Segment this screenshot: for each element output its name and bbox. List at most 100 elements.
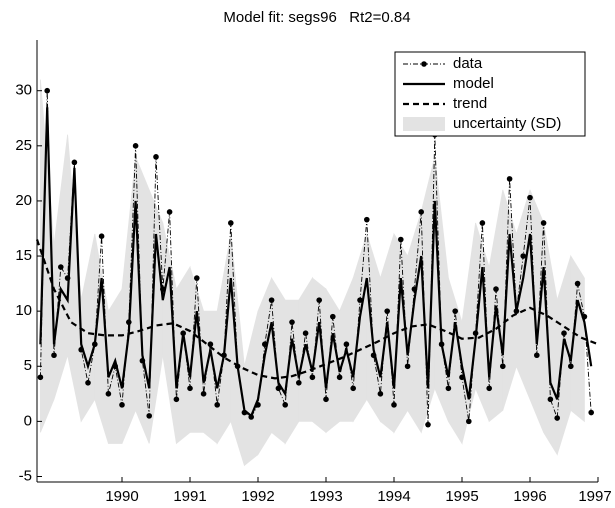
data-point xyxy=(561,330,567,336)
uncertainty-band xyxy=(121,156,137,444)
data-point xyxy=(200,391,207,397)
x-tick-label: 1995 xyxy=(445,488,478,505)
x-tick-label: 1990 xyxy=(105,488,138,505)
data-point xyxy=(486,385,493,392)
uncertainty-band xyxy=(257,277,273,456)
x-tick-label: 1994 xyxy=(377,488,410,505)
data-point xyxy=(493,286,499,292)
data-point xyxy=(398,236,404,243)
data-point xyxy=(547,396,554,403)
x-tick-label: 1992 xyxy=(241,488,274,505)
legend-label: uncertainty (SD) xyxy=(453,115,561,132)
data-point xyxy=(336,374,343,381)
data-point xyxy=(364,216,370,223)
data-point xyxy=(391,402,397,408)
y-tick-label: -5 xyxy=(19,467,32,484)
uncertainty-band xyxy=(175,265,191,445)
data-point xyxy=(323,396,329,403)
data-point xyxy=(568,363,574,370)
data-point xyxy=(309,374,316,381)
data-point xyxy=(377,391,384,397)
data-point xyxy=(51,352,57,359)
uncertainty-band xyxy=(243,311,259,467)
data-point xyxy=(330,313,336,320)
data-point xyxy=(119,402,125,408)
data-point xyxy=(282,402,289,408)
data-point xyxy=(425,421,431,428)
data-point xyxy=(187,385,193,392)
data-point xyxy=(343,341,350,348)
data-point xyxy=(574,280,581,287)
trend-line xyxy=(35,239,599,380)
data-point xyxy=(105,391,112,397)
data-point xyxy=(479,220,486,226)
data-point xyxy=(302,330,309,336)
uncertainty-band xyxy=(352,233,368,423)
data-point xyxy=(534,352,540,359)
y-tick-label: 10 xyxy=(15,302,32,319)
data-point xyxy=(554,415,560,421)
x-tick-label: 1991 xyxy=(173,488,206,505)
data-point xyxy=(289,319,295,325)
x-tick-label: 1996 xyxy=(513,488,546,505)
y-tick-label: 30 xyxy=(15,82,32,99)
data-point xyxy=(153,154,159,160)
data-point xyxy=(384,308,391,314)
data-point xyxy=(316,297,323,303)
legend: data model trend uncertainty (SD) xyxy=(394,51,586,137)
data-point xyxy=(58,264,64,270)
data-point xyxy=(44,87,50,94)
uncertainty-band xyxy=(407,211,422,434)
data-point xyxy=(296,379,302,386)
data-point xyxy=(71,159,78,166)
data-point xyxy=(520,253,526,259)
uncertainty-band xyxy=(148,189,164,444)
x-tick-label: 1993 xyxy=(309,488,342,505)
data-point xyxy=(173,396,180,403)
data-point xyxy=(357,297,363,303)
data-point xyxy=(98,233,105,239)
data-point xyxy=(146,413,152,419)
uncertainty-band xyxy=(80,233,96,423)
uncertainty-band xyxy=(230,233,245,466)
data-point xyxy=(37,374,44,381)
legend-label: trend xyxy=(453,95,487,112)
x-tick-label: 1997 xyxy=(578,488,611,505)
data-point xyxy=(466,418,472,425)
data-point xyxy=(214,402,220,408)
data-point xyxy=(404,363,411,370)
data-point xyxy=(445,385,452,392)
data-point xyxy=(506,176,513,182)
data-point xyxy=(194,275,200,281)
legend-label: model xyxy=(453,75,494,92)
uncertainty-band xyxy=(529,189,544,433)
data-point xyxy=(268,297,275,303)
data-point xyxy=(418,209,425,215)
data-point xyxy=(527,194,533,201)
uncertainty-band xyxy=(271,276,286,445)
data-point xyxy=(166,209,173,215)
y-tick-label: 25 xyxy=(15,137,32,154)
uncertainty-band xyxy=(298,276,313,422)
data-point xyxy=(452,308,459,314)
y-tick-label: 5 xyxy=(24,357,32,374)
y-tick-label: 0 xyxy=(24,412,32,429)
y-tick-label: 20 xyxy=(15,192,32,209)
model-line xyxy=(39,107,593,418)
data-point xyxy=(500,363,506,370)
legend-marker xyxy=(421,61,427,67)
data-point xyxy=(350,385,357,392)
data-point xyxy=(207,341,214,348)
uncertainty-band xyxy=(434,156,449,422)
data-point xyxy=(540,220,547,226)
data-point xyxy=(85,379,91,386)
data-line xyxy=(39,90,592,425)
chart-title: Model fit: segs96 Rt2=0.84 xyxy=(223,9,410,26)
legend-label: data xyxy=(453,55,483,72)
data-point xyxy=(228,220,234,226)
uncertainty-band xyxy=(216,233,232,445)
data-point xyxy=(132,143,139,149)
y-tick-label: 15 xyxy=(15,247,32,264)
data-point xyxy=(588,409,594,416)
